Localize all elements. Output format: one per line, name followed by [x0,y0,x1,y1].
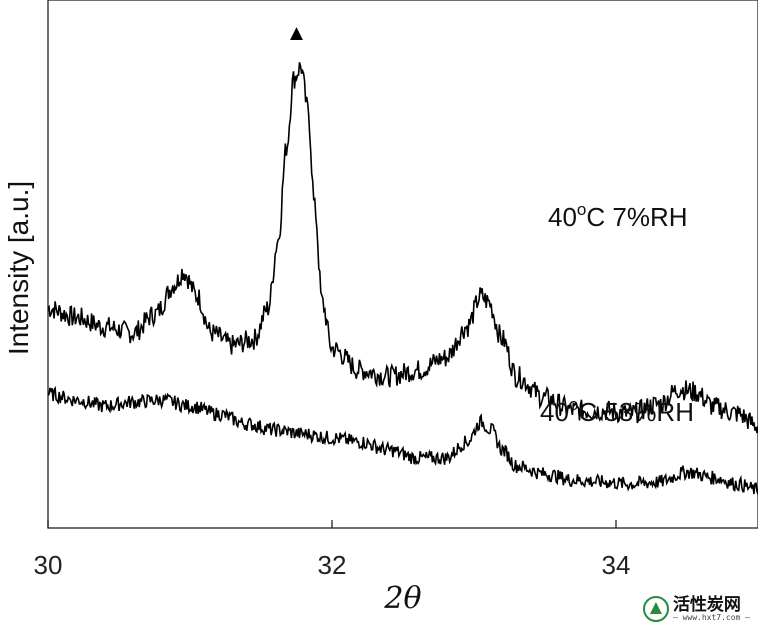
leaf-logo-icon [642,596,669,622]
spectrum-line-53rh [47,385,758,495]
watermark-url: — www.hxt7.com — [672,612,750,622]
watermark-text: 活性炭网 — www.hxt7.com — [672,594,750,622]
x-tick-label: 34 [602,550,631,580]
series-label-7rh: 40oC 7%RH [548,200,688,232]
x-tick-label: 32 [318,550,347,580]
watermark-title: 活性炭网 [672,594,741,615]
plot-frame [47,0,758,529]
site-watermark: 活性炭网 — www.hxt7.com — [642,594,750,622]
series-layer [47,62,758,495]
x-tick-label: 30 [34,550,63,580]
spectrum-line-7rh [47,62,758,434]
peak-marker-triangle: ▲ [286,20,308,45]
series-label-53rh: 40oC 53%RH [540,395,694,427]
plot-area [47,0,758,529]
y-axis-label: Intensity [a.u.] [3,181,34,355]
x-axis-ticks: 30 32 34 [34,520,631,580]
x-axis-label: 2θ [383,581,421,616]
